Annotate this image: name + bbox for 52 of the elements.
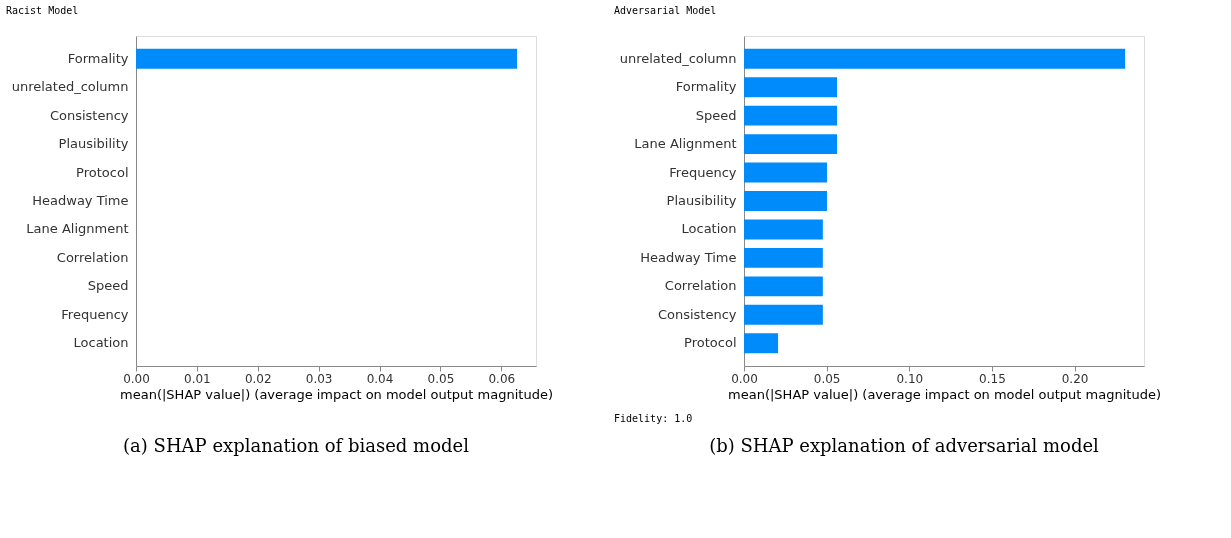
y-tick-label: Consistency — [657, 306, 737, 322]
y-tick-label: Correlation — [56, 249, 129, 265]
y-tick-label: Correlation — [664, 278, 737, 294]
x-tick-label: 0.15 — [979, 371, 1006, 386]
y-tick-label: Protocol — [684, 335, 737, 351]
chart-title: Adversarial Model — [614, 5, 717, 16]
y-tick-label: Lane Alignment — [634, 136, 737, 152]
bar — [744, 247, 823, 268]
y-tick-label: Plausibility — [666, 193, 737, 208]
bar — [744, 219, 823, 240]
y-tick-label: Speed — [695, 107, 737, 123]
y-tick-label: Consistency — [49, 107, 129, 123]
y-tick-label: Plausibility — [58, 136, 129, 152]
y-tick-label: Formality — [675, 79, 737, 95]
text: (a) SHAP explanation of biased model — [123, 435, 470, 456]
x-tick-label: 0.04 — [366, 371, 394, 386]
bar — [744, 48, 1126, 69]
bar — [744, 134, 838, 155]
y-tick-label: Location — [681, 221, 737, 237]
y-tick-label: Frequency — [61, 306, 129, 322]
y-tick-label: Location — [73, 335, 129, 351]
y-tick-label: Lane Alignment — [26, 221, 129, 237]
y-tick-label: Speed — [87, 278, 129, 294]
x-tick-label: 0.01 — [184, 371, 211, 386]
x-tick-label: 0.00 — [123, 371, 150, 386]
bar — [744, 162, 827, 183]
bar — [744, 333, 779, 354]
x-axis-title: mean(|SHAP value|) (average impact on model output magnitude) — [728, 386, 1161, 402]
bar — [744, 105, 838, 126]
bar — [744, 304, 823, 325]
x-axis-title: mean(|SHAP value|) (average impact on model output magnitude) — [120, 386, 553, 402]
x-tick-label: 0.06 — [488, 371, 516, 386]
y-tick-label: Frequency — [669, 164, 737, 180]
x-tick-label: 0.05 — [427, 371, 455, 386]
text: (b) SHAP explanation of adversarial model — [709, 435, 1100, 456]
text: Fidelity: 1.0 — [614, 413, 693, 424]
y-tick-label: Headway Time — [32, 193, 129, 208]
bar — [744, 276, 823, 297]
x-tick-label: 0.02 — [244, 371, 272, 386]
y-tick-label: unrelated_column — [619, 50, 737, 66]
x-tick-label: 0.20 — [1061, 371, 1089, 386]
x-tick-label: 0.00 — [731, 371, 758, 386]
y-tick-label: Formality — [67, 50, 129, 66]
y-tick-label: Headway Time — [640, 249, 737, 265]
y-tick-label: Protocol — [76, 164, 129, 180]
x-tick-label: 0.05 — [813, 371, 841, 386]
bar — [744, 77, 838, 98]
y-tick-label: unrelated_column — [11, 79, 129, 95]
bar — [744, 191, 827, 211]
text: Racist Model — [6, 5, 79, 16]
x-tick-label: 0.03 — [305, 371, 333, 386]
x-tick-label: 0.10 — [896, 371, 924, 386]
